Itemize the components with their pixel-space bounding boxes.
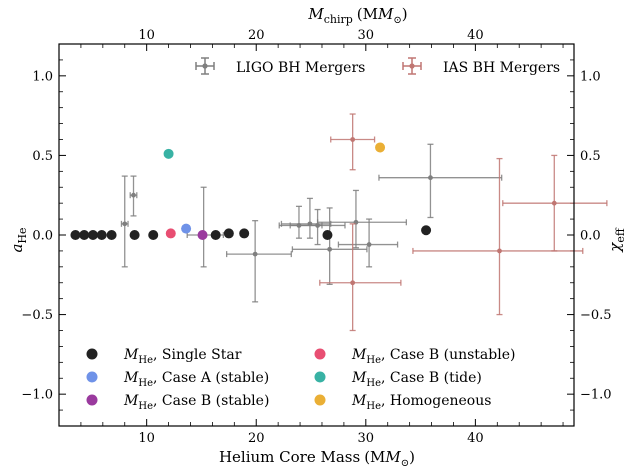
- y-tick-label: −0.5: [21, 308, 53, 323]
- top-tick-label: 10: [138, 28, 155, 43]
- ligo-point: [366, 242, 372, 247]
- point-single-star: [96, 230, 107, 240]
- point-homogeneous: [375, 142, 386, 153]
- legend-marker: [86, 394, 98, 406]
- y-tick-label: 0.5: [32, 149, 53, 164]
- point-single-star: [79, 230, 90, 240]
- ligo-legend-label: LIGO BH Mergers: [236, 60, 365, 76]
- ias-legend-label: IAS BH Mergers: [443, 60, 560, 76]
- point-single-star: [70, 230, 81, 240]
- plot-frame: [58, 43, 575, 427]
- ligo-point: [428, 175, 433, 181]
- legend-marker: [314, 371, 326, 383]
- y-tick-label: 1.0: [32, 69, 53, 84]
- model-points: [70, 142, 432, 240]
- point-case-b-tide: [163, 148, 174, 159]
- ligo-point: [131, 192, 136, 198]
- x-tick-label: 20: [248, 431, 265, 446]
- y-tick-label: 0.0: [32, 229, 53, 244]
- legend-label: MHe, Homogeneous: [351, 393, 491, 412]
- legend-marker: [86, 371, 98, 383]
- y-right-tick-label: 0.0: [580, 229, 601, 244]
- point-single-star: [322, 230, 333, 240]
- top-legend: LIGO BH Mergers IAS BH Mergers: [195, 57, 560, 76]
- point-case-b-stable: [197, 230, 208, 240]
- x-axis-label: Helium Core Mass (MM⊙): [219, 448, 415, 469]
- ligo-point: [327, 246, 333, 252]
- axis-ticks: 10 20 30 40 10 20 30 40 −1.0 −1.0 −0.5 −0.5 0.0 0.0 0.…: [21, 28, 611, 446]
- y-right-tick-label: 1.0: [580, 69, 601, 84]
- ias-point: [551, 200, 557, 206]
- point-single-star: [106, 230, 117, 240]
- legend-marker: [86, 348, 98, 360]
- top-tick-label: 20: [248, 28, 265, 43]
- y-right-tick-label: 0.5: [580, 149, 601, 164]
- ligo-point: [252, 251, 258, 257]
- ias-point: [350, 280, 356, 286]
- y-tick-label: −1.0: [21, 388, 53, 403]
- legend-label: MHe, Case B (unstable): [351, 347, 515, 366]
- point-single-star: [87, 230, 98, 240]
- top-axis-label: Mchirp (MM⊙): [307, 5, 407, 26]
- x-tick-label: 40: [467, 431, 484, 446]
- x-tick-label: 30: [358, 431, 375, 446]
- ias-point: [350, 137, 356, 142]
- ias-error-bars: [319, 113, 608, 332]
- point-single-star: [210, 230, 221, 240]
- right-axis-label: χeff: [606, 227, 627, 253]
- legend-label: MHe, Single Star: [123, 347, 242, 366]
- y-right-tick-label: −0.5: [580, 308, 612, 323]
- top-tick-label: 30: [358, 28, 375, 43]
- point-single-star: [223, 228, 234, 239]
- point-single-star: [421, 225, 432, 236]
- ias-legend-marker: [402, 57, 422, 75]
- point-single-star: [148, 230, 159, 240]
- ias-point: [497, 248, 502, 254]
- point-single-star: [239, 228, 250, 239]
- legend-label: MHe, Case A (stable): [123, 370, 269, 389]
- y-axis-label: aHe: [8, 227, 29, 252]
- point-case-a-stable: [181, 223, 192, 234]
- y-right-tick-label: −1.0: [580, 388, 612, 403]
- bottom-legend: MHe, Single Star MHe, Case B (unstable) MH…: [86, 347, 515, 412]
- legend-marker: [314, 348, 326, 360]
- point-single-star: [129, 230, 140, 240]
- legend-label: MHe, Case B (stable): [123, 393, 269, 412]
- legend-label: MHe, Case B (tide): [351, 370, 482, 389]
- legend-marker: [314, 394, 326, 406]
- top-tick-label: 40: [467, 28, 484, 43]
- point-case-b-unstable: [165, 228, 176, 239]
- x-tick-label: 10: [138, 431, 155, 446]
- ligo-point: [315, 223, 320, 228]
- ligo-point: [122, 221, 128, 227]
- ligo-legend-marker: [195, 57, 215, 75]
